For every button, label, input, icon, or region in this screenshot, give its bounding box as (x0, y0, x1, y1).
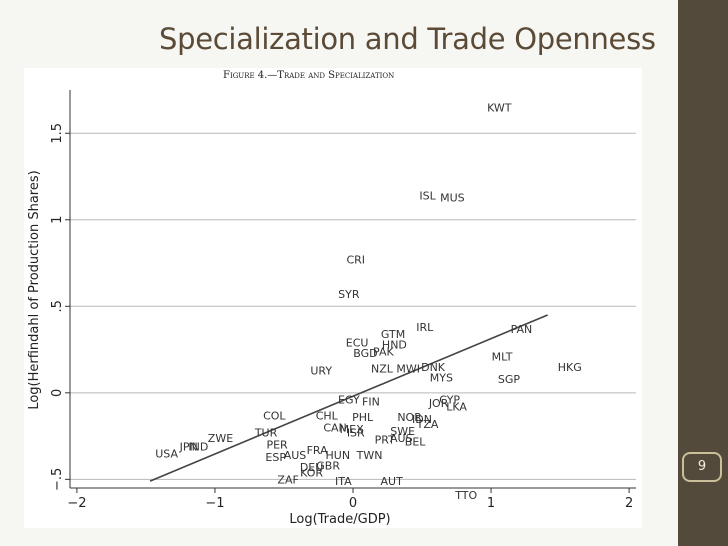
figure-panel (24, 68, 642, 528)
y-tick-label-2: .5 (50, 300, 65, 312)
country-label-gtm: GTM (381, 328, 405, 341)
country-label-cri: CRI (346, 254, 365, 267)
grid-lines (70, 132, 636, 480)
country-label-kor: KOR (300, 466, 323, 479)
country-label-ury: URY (310, 364, 332, 377)
country-label-ecu: ECU (346, 337, 369, 350)
country-label-pan: PAN (511, 323, 533, 336)
country-label-prt: PRT (375, 434, 395, 447)
country-label-isr: ISR (347, 427, 365, 440)
country-label-can: CAN (323, 421, 346, 434)
country-label-usa: USA (155, 447, 178, 460)
country-label-egy: EGY (338, 394, 360, 407)
country-label-hun: HUN (326, 449, 351, 462)
country-label-isl: ISL (419, 190, 436, 203)
country-label-hkg: HKG (558, 361, 582, 374)
country-label-fra: FRA (307, 444, 329, 457)
country-label-cyp: CYP (439, 394, 460, 407)
country-label-jpn: JPN (179, 440, 198, 453)
country-label-aus: AUS (284, 449, 307, 462)
x-tick-label-4: 2 (625, 496, 633, 511)
y-tick-label-0: −.5 (50, 468, 65, 491)
fit-line (149, 314, 548, 482)
figure-caption: Figure 4.—Trade and Specialization (223, 70, 394, 81)
x-tick-label-3: 1 (487, 496, 495, 511)
tick-labels: −2 −1 0 1 2 −.5 0 .5 1 1.5 (50, 123, 633, 511)
country-label-kwt: KWT (487, 101, 512, 114)
country-label-hnd: HND (382, 338, 407, 351)
country-label-syr: SYR (338, 288, 360, 301)
country-label-swe: SWE (390, 425, 415, 438)
slide-title: Specialization and Trade Openness (159, 22, 656, 56)
country-label-nzl: NZL (371, 363, 394, 376)
country-label-nor: NOR (397, 411, 422, 424)
y-tick-label-3: 1 (50, 216, 65, 224)
country-label-mwi: MWI (396, 363, 420, 376)
country-label-chl: CHL (316, 409, 339, 422)
country-label-col: COL (263, 409, 286, 422)
country-label-lka: LKA (446, 401, 467, 414)
y-tick-label-1: 0 (50, 389, 65, 397)
country-label-irl: IRL (416, 321, 434, 334)
country-label-mys: MYS (430, 371, 453, 384)
country-label-jor: JOR (428, 397, 449, 410)
country-label-per: PER (266, 439, 288, 452)
country-label-aut: AUT (381, 475, 404, 488)
country-label-idn: IDN (412, 413, 432, 426)
fit-line-layer (149, 314, 548, 482)
country-label-fin: FIN (362, 395, 380, 408)
x-tick-label-2: 0 (349, 496, 357, 511)
country-label-deu: DEU (300, 461, 323, 474)
country-label-aus: AUS (390, 432, 413, 445)
country-label-bgd: BGD (353, 347, 377, 360)
country-label-mus: MUS (440, 191, 465, 204)
country-label-twn: TWN (356, 449, 383, 462)
country-label-sgp: SGP (498, 373, 521, 386)
country-label-mex: MEX (340, 423, 364, 436)
scatter-chart: Figure 4.—Trade and Specialization −2 −1 0… (24, 68, 642, 528)
country-label-ind: IND (188, 440, 208, 453)
country-label-dnk: DNK (421, 361, 446, 374)
country-label-pak: PAK (373, 345, 394, 358)
country-label-gbr: GBR (316, 460, 340, 473)
x-tick-label-1: −1 (205, 496, 224, 511)
country-label-zwe: ZWE (208, 432, 233, 445)
country-label-mlt: MLT (492, 350, 513, 363)
country-label-phl: PHL (352, 411, 374, 424)
country-label-tza: TZA (416, 418, 439, 431)
country-label-bel: BEL (405, 435, 426, 448)
country-label-tto: TTO (454, 489, 477, 502)
page-number-badge: 9 (682, 452, 722, 482)
y-tick-label-4: 1.5 (50, 123, 65, 144)
country-label-zaf: ZAF (277, 473, 298, 486)
country-label-ita: ITA (335, 475, 352, 488)
country-label-esp: ESP (265, 451, 286, 464)
x-tick-label-0: −2 (67, 496, 86, 511)
country-label-tur: TUR (254, 427, 278, 440)
x-axis-label: Log(Trade/GDP) (289, 512, 390, 527)
y-axis-label: Log(Herfindahl of Production Shares) (27, 170, 42, 409)
